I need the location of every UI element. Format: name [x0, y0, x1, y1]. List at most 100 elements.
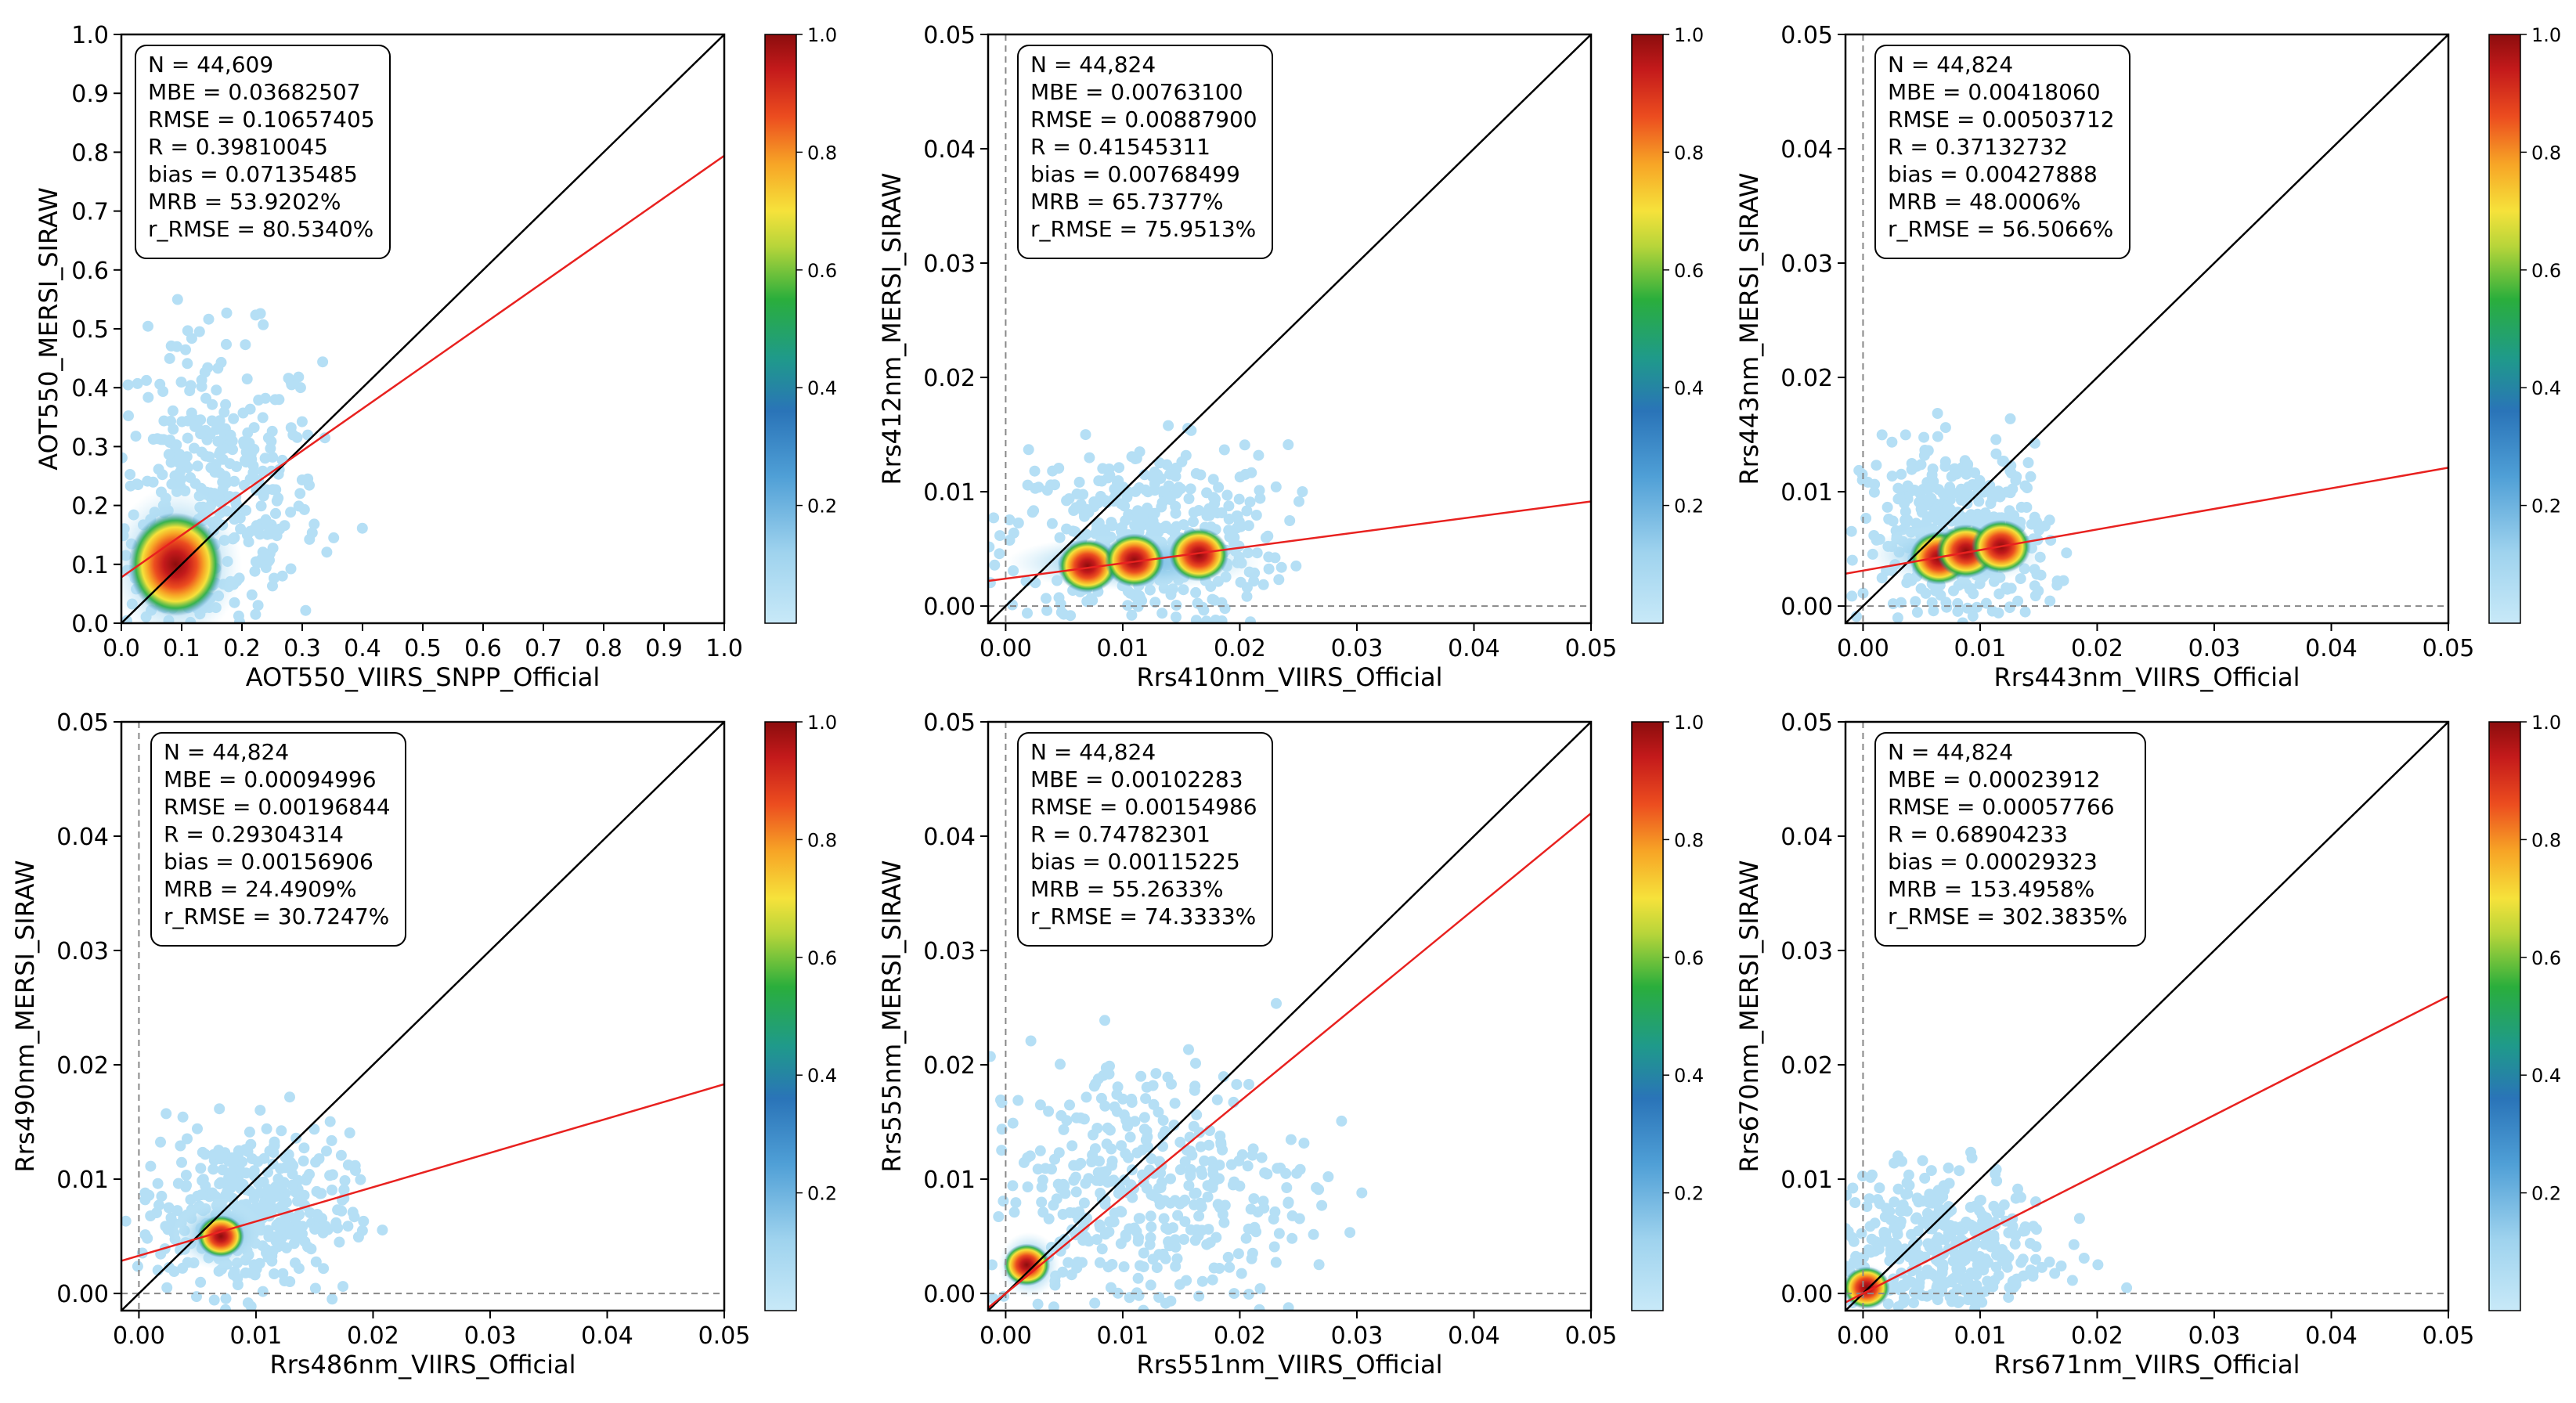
data-point [1291, 1167, 1303, 1179]
data-point [1004, 535, 1016, 546]
data-point [313, 1153, 325, 1164]
data-point [1114, 1183, 1126, 1195]
data-point [332, 1204, 344, 1216]
data-point [1932, 431, 1943, 442]
data-point [1923, 493, 1934, 505]
data-point [205, 462, 217, 474]
data-point [1029, 465, 1041, 477]
data-point [1103, 1068, 1115, 1080]
data-point [280, 1162, 291, 1174]
data-point [1073, 1214, 1084, 1225]
data-point [233, 610, 244, 622]
y-tick-label: 0.05 [56, 709, 109, 737]
data-point [1906, 1276, 1918, 1288]
y-tick-label: 0.05 [1780, 709, 1833, 737]
data-point [1008, 1206, 1020, 1218]
data-point [348, 1211, 360, 1223]
plot-frame [1844, 33, 2450, 625]
data-point [254, 308, 266, 319]
stats-line: R = 0.37132732 [1888, 134, 2068, 160]
data-point [1104, 1216, 1116, 1228]
y-tick-label: 1.0 [71, 22, 109, 49]
y-tick-label: 0.04 [56, 824, 109, 851]
stats-line: bias = 0.00768499 [1030, 161, 1240, 187]
data-point [1239, 468, 1251, 480]
data-point [265, 1193, 277, 1205]
data-point [1901, 1177, 1913, 1188]
data-point [1926, 1223, 1938, 1235]
stats-box [150, 732, 406, 947]
data-point [2055, 1261, 2067, 1271]
data-point [2004, 487, 2016, 499]
data-point [269, 394, 281, 406]
data-point [309, 1282, 321, 1294]
data-point [2051, 579, 2063, 591]
data-point [1004, 514, 1016, 525]
stats-line: r_RMSE = 302.3835% [1888, 903, 2127, 929]
data-point [234, 512, 246, 524]
data-point [1887, 515, 1899, 527]
data-point [1933, 1203, 1945, 1214]
data-point [356, 522, 368, 534]
stats-line: MBE = 0.03682507 [148, 79, 361, 105]
x-tick-label: 0.00 [1837, 635, 1889, 662]
data-point [300, 604, 312, 616]
data-point [1879, 1235, 1891, 1247]
plot-frame [987, 33, 1593, 625]
data-point [1140, 1093, 1152, 1105]
data-point [1138, 511, 1149, 523]
y-axis-label: Rrs490nm_MERSI_SIRAW [10, 860, 40, 1173]
data-point [1273, 1228, 1285, 1239]
data-point [1308, 1228, 1319, 1240]
data-point [1889, 1196, 1900, 1208]
colorbar-tick-label: 0.4 [807, 1065, 837, 1087]
data-point [1939, 422, 1951, 434]
data-point [1126, 451, 1138, 463]
data-point [1899, 498, 1910, 510]
data-point [1102, 1177, 1113, 1188]
data-point [176, 1156, 187, 1168]
colorbar-tick-label: 0.4 [1674, 377, 1704, 399]
data-point [199, 366, 211, 378]
data-point [1928, 605, 1939, 617]
data-point [1160, 1253, 1171, 1264]
data-point [2001, 1261, 2013, 1273]
data-point [1967, 1243, 1979, 1255]
data-point [2068, 1239, 2080, 1250]
data-point [1061, 1115, 1073, 1127]
stats-line: r_RMSE = 30.7247% [164, 903, 389, 929]
colorbar-tick-label: 0.8 [2531, 142, 2561, 164]
data-point [124, 480, 136, 492]
data-point [1041, 593, 1052, 604]
data-point [143, 320, 153, 332]
data-point [207, 399, 218, 410]
x-tick-label: 0.00 [980, 635, 1032, 662]
data-point [342, 1221, 354, 1232]
x-tick-label: 0.05 [2423, 1322, 2475, 1350]
x-tick-label: 0.03 [1331, 635, 1384, 662]
data-point [1135, 1070, 1147, 1082]
data-point [1886, 436, 1898, 448]
data-point [319, 432, 330, 444]
data-point [1943, 1162, 1954, 1174]
x-tick-label: 0.2 [223, 635, 261, 662]
data-point [1025, 1035, 1037, 1047]
colorbar [2488, 34, 2521, 624]
data-point [1194, 1127, 1205, 1138]
data-point [231, 500, 243, 512]
data-point [1846, 590, 1858, 602]
data-point [195, 1163, 207, 1174]
colorbar-tick-label: 0.6 [807, 260, 837, 282]
data-point [1124, 587, 1136, 599]
data-point [123, 410, 134, 422]
stats-line: N = 44,824 [164, 739, 289, 765]
data-point [1193, 1210, 1205, 1222]
data-point [1928, 475, 1939, 487]
data-point [191, 420, 203, 432]
data-point [1126, 609, 1138, 621]
data-point [1284, 515, 1296, 526]
data-point [1141, 1125, 1153, 1137]
data-point [1999, 1249, 2011, 1260]
data-point [1022, 1152, 1034, 1163]
data-point [1906, 463, 1918, 475]
